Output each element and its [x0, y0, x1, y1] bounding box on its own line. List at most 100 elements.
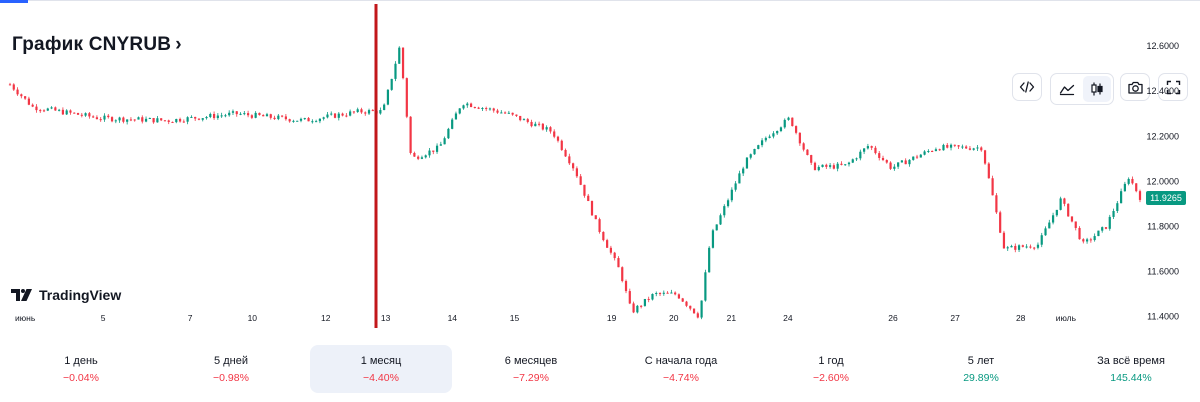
candle-body: [190, 116, 193, 118]
candle-body: [107, 115, 110, 118]
period-tab[interactable]: С начала года −4.74%: [610, 345, 752, 393]
x-tick-label: 27: [950, 313, 960, 323]
candle-body: [889, 162, 892, 169]
candle-body: [76, 113, 80, 115]
period-tab[interactable]: 5 дней −0.98%: [160, 345, 302, 393]
candle-body: [1131, 178, 1134, 184]
candle-body: [968, 148, 972, 150]
candle-body: [118, 117, 121, 121]
candle-body: [1120, 191, 1123, 204]
candle-body: [273, 117, 276, 120]
candle-body: [840, 163, 843, 165]
candle-body: [1040, 235, 1043, 245]
candle-body: [859, 151, 862, 159]
chart-title-text: График CNYRUB: [12, 34, 172, 55]
candle-body: [1101, 227, 1104, 231]
candle-body: [749, 154, 752, 158]
candle-body: [262, 115, 265, 117]
candle-body: [371, 110, 374, 112]
candle-body: [488, 108, 492, 110]
candle-body: [292, 120, 295, 122]
candle-body: [681, 298, 684, 302]
y-tick-label: 12.0000: [1146, 176, 1179, 186]
candle-body: [31, 104, 34, 107]
candle-body: [1070, 216, 1074, 222]
candle-body: [360, 109, 363, 113]
candle-body: [54, 107, 57, 111]
candle-body: [1014, 245, 1017, 250]
candle-body: [900, 160, 904, 163]
snapshot-button[interactable]: [1120, 73, 1150, 101]
candle-body: [923, 151, 926, 155]
candle-body: [383, 104, 386, 111]
candle-body: [696, 313, 699, 318]
candle-body: [764, 137, 767, 141]
candle-body: [946, 144, 949, 148]
x-tick-label: 10: [248, 313, 258, 323]
candle-body: [617, 258, 620, 268]
candles-button[interactable]: [1083, 76, 1111, 102]
period-tab[interactable]: 1 месяц −4.40%: [310, 345, 452, 393]
candle-body: [530, 121, 533, 127]
candle-body: [927, 151, 930, 153]
candle-body: [908, 159, 911, 165]
candle-body: [791, 117, 794, 127]
candle-body: [80, 114, 83, 116]
period-change: 29.89%: [963, 371, 999, 384]
candle-body: [284, 116, 287, 120]
candle-body: [817, 166, 820, 171]
candle-body: [1002, 232, 1006, 249]
candle-body: [390, 78, 393, 90]
candle-body: [568, 156, 571, 164]
price-chart[interactable]: 12.6000 12.4000 12.2000 12.0000 11.8000 11.60…: [0, 0, 1200, 340]
candle-body: [583, 184, 586, 196]
candle-body: [885, 160, 888, 163]
period-tab[interactable]: За всё время 145.44%: [1060, 345, 1200, 393]
candle-body: [915, 156, 919, 158]
candle-body: [1055, 209, 1058, 216]
area-chart-button[interactable]: [1053, 76, 1081, 102]
candle-body: [1006, 247, 1009, 249]
candle-body: [874, 147, 877, 154]
candle-body: [235, 111, 238, 115]
embed-code-button[interactable]: [1012, 73, 1042, 101]
period-tab[interactable]: 1 день −0.04%: [10, 345, 152, 393]
period-label: 1 день: [64, 354, 98, 367]
candle-body: [1074, 221, 1077, 228]
candle-body: [220, 115, 223, 117]
period-tab[interactable]: 6 месяцев −7.29%: [460, 345, 602, 393]
y-tick-label: 11.6000: [1147, 267, 1179, 277]
candle-body: [572, 163, 575, 169]
candle-body: [1036, 244, 1040, 248]
chart-title[interactable]: График CNYRUB ›: [12, 34, 182, 56]
candle-body: [432, 150, 435, 152]
candle-body: [685, 301, 688, 306]
x-tick-label: 24: [783, 313, 793, 323]
candle-body: [515, 114, 518, 116]
candle-body: [216, 115, 219, 119]
candle-body: [239, 113, 242, 115]
period-label: 6 месяцев: [504, 354, 558, 367]
candle-body: [745, 157, 749, 169]
candle-body: [466, 103, 469, 106]
candle-body: [670, 292, 673, 294]
candle-body: [326, 114, 329, 118]
fullscreen-button[interactable]: [1158, 73, 1188, 101]
candle-body: [349, 111, 352, 116]
candle-body: [545, 127, 548, 130]
x-tick-label: июнь: [15, 313, 36, 323]
chevron-right-icon: ›: [175, 34, 182, 55]
candle-body: [197, 118, 201, 120]
candle-body: [443, 138, 446, 145]
period-tab[interactable]: 1 год −2.60%: [760, 345, 902, 393]
candle-body: [269, 114, 272, 118]
period-tab[interactable]: 5 лет 29.89%: [910, 345, 1052, 393]
candle-body: [602, 231, 605, 241]
candle-body: [364, 112, 367, 114]
tradingview-logo[interactable]: TradingView: [11, 287, 121, 303]
candle-body: [1059, 198, 1062, 210]
candle-body: [651, 293, 654, 300]
candle-body: [413, 152, 416, 157]
candle-body: [186, 117, 189, 122]
x-tick-label: 21: [727, 313, 737, 323]
